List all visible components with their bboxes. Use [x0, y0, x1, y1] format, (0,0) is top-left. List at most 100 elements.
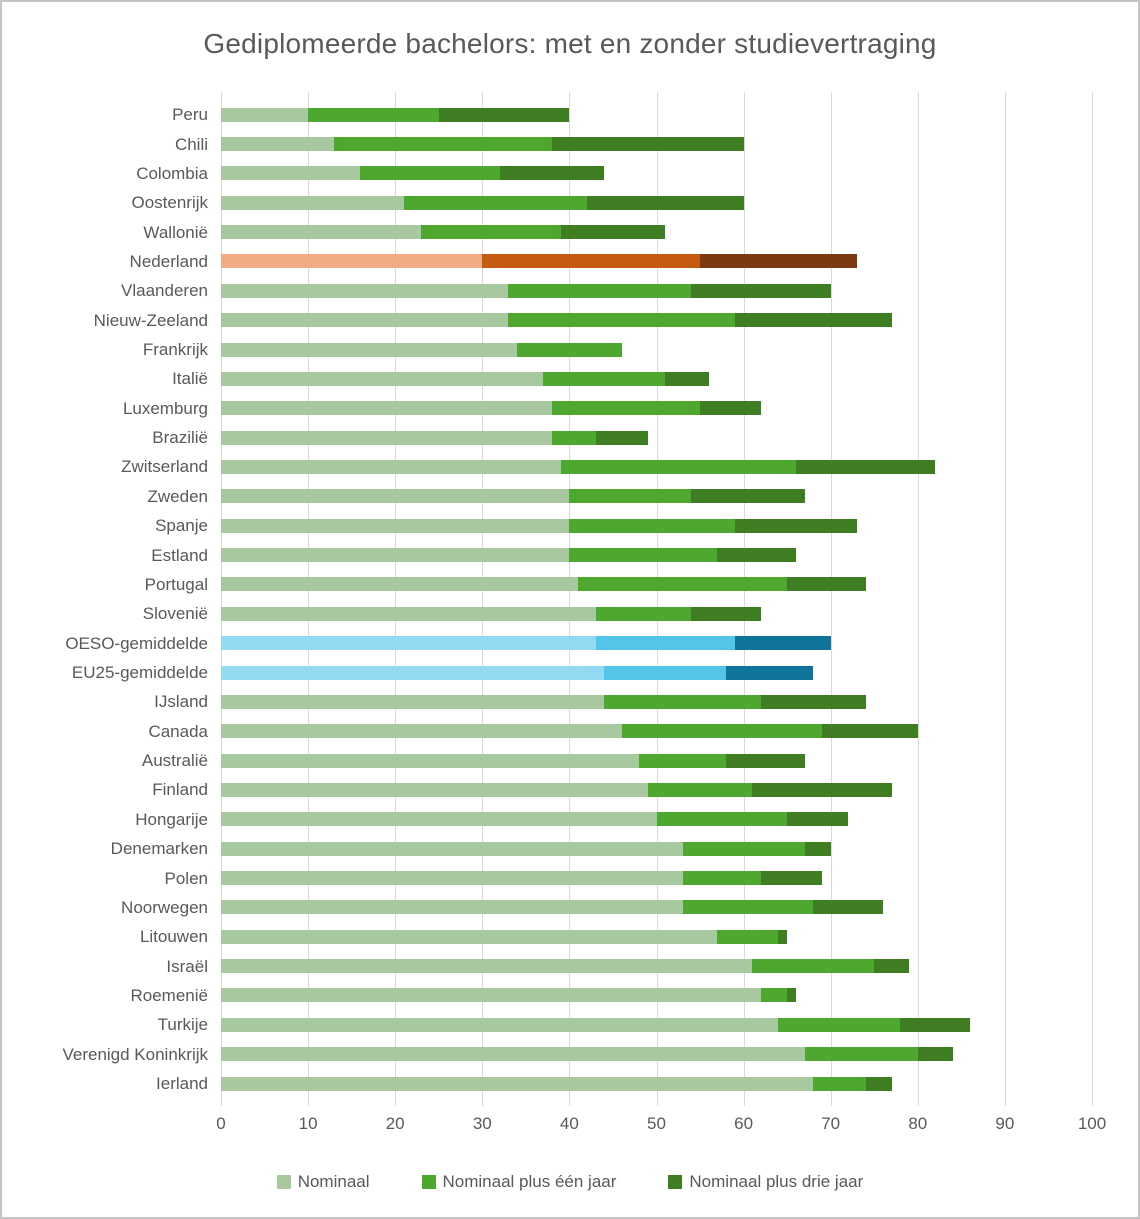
bar-row: Portugal [145, 570, 1092, 599]
bar-segment-plus-drie-jaar [700, 254, 857, 269]
bar-row: Nieuw-Zeeland [94, 306, 1092, 335]
bar-segment-plus-een-jaar [569, 548, 718, 563]
bar-segment-plus-drie-jaar [787, 988, 796, 1003]
bar-segment-nominaal [221, 812, 657, 827]
x-axis-tick-label: 70 [821, 1114, 841, 1133]
bar-track [221, 929, 1092, 944]
bar-segment-nominaal [221, 430, 552, 445]
gridline [743, 92, 745, 1106]
bar-segment-plus-een-jaar [682, 900, 814, 915]
bar-segment-nominaal [221, 841, 683, 856]
x-axis: 0 10 20 30 40 50 60 70 80 90 100 [216, 1114, 1106, 1140]
bar-track [221, 577, 1092, 592]
bar-row: Finland [152, 775, 1092, 804]
bar-row: Brazilië [152, 423, 1092, 452]
bar-segment-plus-een-jaar [551, 401, 701, 416]
bar-track [221, 694, 1092, 709]
bar-row: Roemenië [131, 981, 1092, 1010]
bar-segment-plus-een-jaar [621, 724, 822, 739]
category-label: Hongarije [135, 809, 208, 829]
bar-row: Verenigd Koninkrijk [62, 1040, 1092, 1069]
bar-row: OESO-gemiddelde [65, 628, 1092, 657]
bar-row: Denemarken [111, 834, 1092, 863]
bar-track [221, 665, 1092, 680]
bar-segment-plus-drie-jaar [726, 753, 805, 768]
bar-row: Slovenië [143, 599, 1092, 628]
category-label: Brazilië [152, 428, 208, 448]
bar-segment-plus-een-jaar [421, 225, 561, 240]
category-label: Nederland [129, 251, 208, 271]
x-axis-tick-label: 90 [995, 1114, 1015, 1133]
bar-segment-nominaal [221, 900, 683, 915]
bar-segment-nominaal [221, 107, 309, 122]
bar-segment-nominaal [221, 459, 561, 474]
legend-swatch-nominaal-icon [276, 1175, 291, 1189]
category-label: Frankrijk [142, 340, 208, 360]
bar-segment-plus-drie-jaar [717, 548, 796, 563]
category-label: Wallonië [143, 222, 208, 242]
bar-row: Noorwegen [121, 893, 1092, 922]
bar-track [221, 313, 1092, 328]
bar-segment-plus-een-jaar [569, 518, 735, 533]
bar-segment-nominaal [221, 137, 335, 152]
bar-track [221, 871, 1092, 886]
bar-segment-plus-een-jaar [752, 959, 875, 974]
bar-row: Peru [172, 100, 1092, 129]
bar-segment-plus-drie-jaar [700, 401, 761, 416]
bar-segment-nominaal [221, 225, 422, 240]
bar-segment-plus-een-jaar [595, 606, 692, 621]
bar-segment-plus-drie-jaar [752, 782, 892, 797]
bar-row: Oostenrijk [131, 188, 1092, 217]
bar-segment-plus-drie-jaar [734, 636, 831, 651]
gridline [1092, 92, 1093, 1106]
bar-segment-plus-een-jaar [508, 313, 735, 328]
bar-segment-plus-drie-jaar [787, 577, 866, 592]
chart-title: Gediplomeerde bachelors: met en zonder s… [203, 28, 937, 59]
bar-segment-plus-een-jaar [595, 636, 735, 651]
bar-segment-plus-drie-jaar [691, 489, 805, 504]
bar-segment-nominaal [221, 871, 683, 886]
bar-row: Zweden [148, 482, 1092, 511]
bar-segment-plus-een-jaar [717, 929, 779, 944]
category-label: Israël [166, 956, 208, 976]
bar-segment-nominaal [221, 371, 544, 386]
category-label: Noorwegen [121, 897, 208, 917]
bar-segment-nominaal [221, 489, 570, 504]
bar-segment-plus-drie-jaar [691, 283, 831, 298]
plot-area: Peru Chili Colombia Oostenrijk Wallonië Neder… [62, 92, 1093, 1106]
bar-track [221, 371, 1092, 386]
category-label: Zwitserland [121, 457, 208, 477]
bar-track [221, 430, 1092, 445]
category-label: Portugal [144, 574, 208, 594]
gridline [308, 92, 310, 1106]
bar-segment-plus-drie-jaar [761, 694, 866, 709]
bar-segment-plus-drie-jaar [900, 1017, 971, 1032]
bar-segment-plus-drie-jaar [734, 313, 892, 328]
category-label: Litouwen [139, 927, 208, 947]
category-label: Spanje [155, 516, 208, 536]
bar-track [221, 636, 1092, 651]
bar-segment-plus-een-jaar [569, 489, 692, 504]
bar-segment-plus-drie-jaar [865, 1076, 892, 1091]
category-label: Roemenië [130, 985, 209, 1005]
bar-row: EU25-gemiddelde [72, 658, 1092, 687]
bar-segment-plus-drie-jaar [726, 665, 814, 680]
bar-row: IJsland [154, 687, 1092, 716]
gridline [395, 92, 397, 1106]
bar-segment-plus-een-jaar [604, 665, 727, 680]
bar-track [221, 988, 1092, 1003]
gridline [917, 92, 919, 1106]
bar-segment-nominaal [221, 518, 570, 533]
bar-segment-plus-een-jaar [778, 1017, 901, 1032]
legend-swatch-plus-drie-jaar-icon [668, 1175, 683, 1189]
bar-segment-nominaal [221, 195, 404, 210]
bar-segment-plus-drie-jaar [691, 606, 761, 621]
bar-row: Litouwen [140, 922, 1092, 951]
category-label: EU25-gemiddelde [71, 663, 208, 682]
x-axis-tick-label: 100 [1077, 1114, 1107, 1133]
bar-segment-plus-een-jaar [761, 988, 788, 1003]
bar-row: Colombia [136, 159, 1092, 188]
bar-segment-nominaal [221, 606, 596, 621]
x-axis-tick-label: 20 [385, 1114, 405, 1133]
